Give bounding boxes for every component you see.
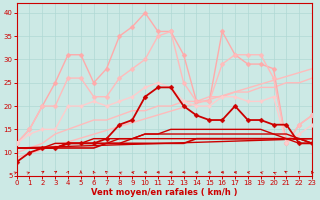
- X-axis label: Vent moyen/en rafales ( km/h ): Vent moyen/en rafales ( km/h ): [91, 188, 238, 197]
